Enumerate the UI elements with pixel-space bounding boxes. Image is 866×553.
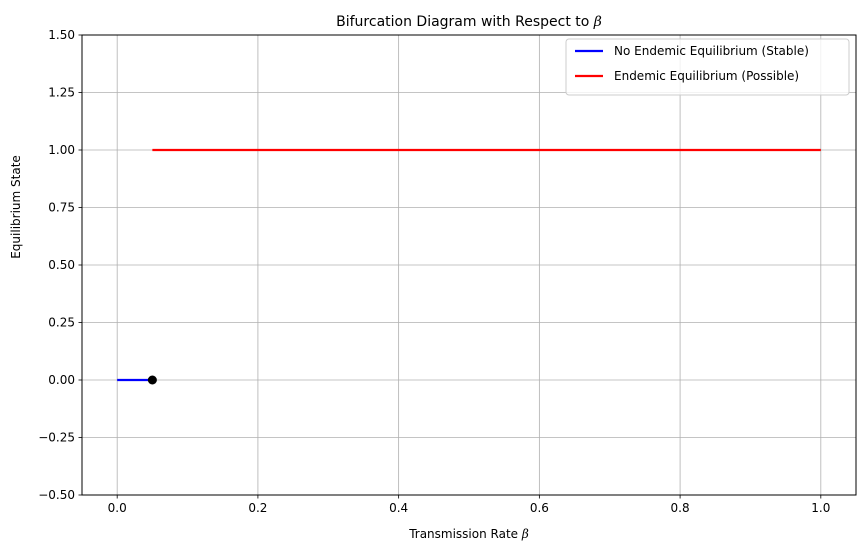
y-tick-label: 1.00: [48, 143, 75, 157]
x-tick-label: 0.6: [530, 501, 549, 515]
legend: No Endemic Equilibrium (Stable) Endemic …: [565, 38, 850, 96]
y-axis-ticks: −0.50 −0.25 0.00 0.25 0.50 0.75 1.00 1.25 1.50: [38, 28, 82, 502]
y-tick-label: 0.50: [48, 258, 75, 272]
y-tick-label: −0.25: [38, 431, 75, 445]
legend-label-no-endemic: No Endemic Equilibrium (Stable): [614, 44, 809, 58]
y-axis-label: Equilibrium State: [9, 155, 23, 259]
y-tick-label: 0.75: [48, 201, 75, 215]
x-axis-label: Transmission Rate β: [408, 527, 529, 541]
x-tick-label: 0.0: [108, 501, 127, 515]
y-tick-label: 1.25: [48, 86, 75, 100]
x-tick-label: 1.0: [811, 501, 830, 515]
chart-title-symbol: β: [593, 14, 602, 30]
x-tick-label: 0.4: [389, 501, 408, 515]
legend-box: [565, 38, 850, 96]
y-tick-label: 0.25: [48, 316, 75, 330]
chart-title-text: Bifurcation Diagram with Respect to: [336, 14, 589, 30]
markers: [147, 375, 157, 385]
y-tick-label: 1.50: [48, 28, 75, 42]
y-tick-label: 0.00: [48, 373, 75, 387]
series-lines: [117, 148, 821, 382]
x-axis-label-symbol: β: [521, 527, 529, 541]
x-axis-label-text: Transmission Rate: [408, 527, 518, 541]
y-tick-label: −0.50: [38, 488, 75, 502]
bifurcation-point-marker: [147, 375, 157, 385]
x-tick-label: 0.8: [671, 501, 690, 515]
x-tick-label: 0.2: [248, 501, 267, 515]
x-axis-ticks: 0.0 0.2 0.4 0.6 0.8 1.0: [108, 495, 830, 515]
legend-label-endemic: Endemic Equilibrium (Possible): [614, 69, 799, 83]
chart-title: Bifurcation Diagram with Respect to β: [336, 14, 602, 30]
